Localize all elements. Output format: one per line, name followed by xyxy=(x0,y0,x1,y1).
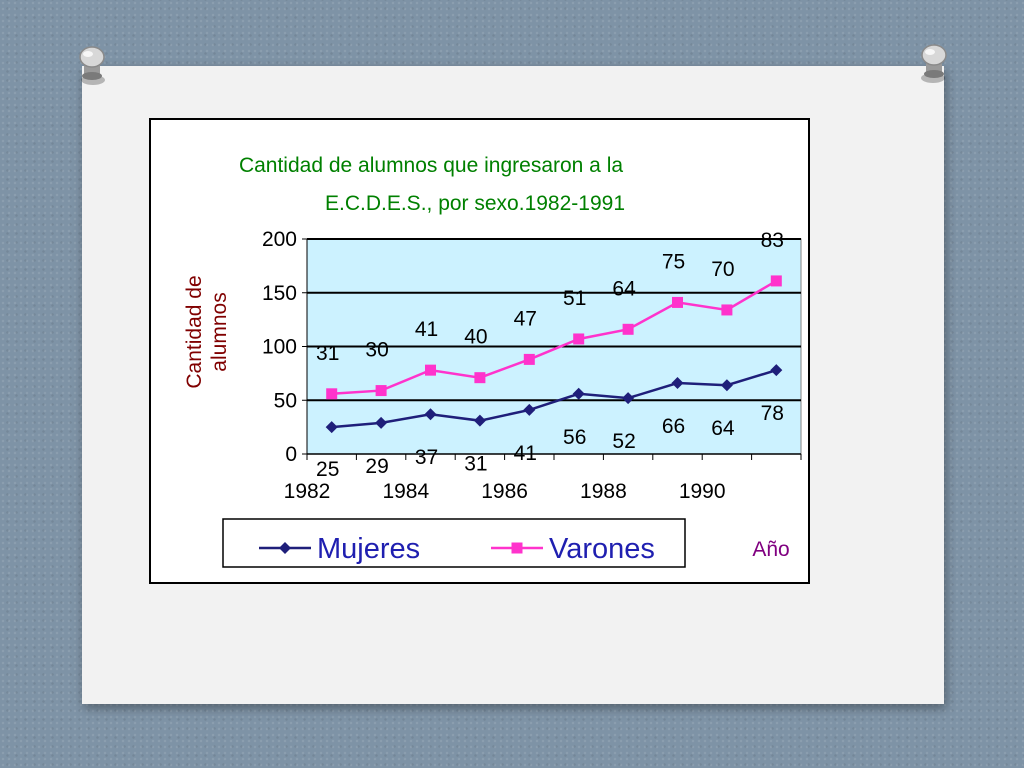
data-label-varones: 40 xyxy=(464,326,487,349)
data-point-varones xyxy=(326,388,338,400)
pushpin-left-icon xyxy=(79,46,105,85)
data-label-varones: 75 xyxy=(662,250,685,273)
data-point-mujeres xyxy=(622,392,635,405)
x-tick-label: 1982 xyxy=(284,480,331,503)
data-point-varones xyxy=(474,372,486,384)
data-label-mujeres: 56 xyxy=(563,426,586,449)
data-point-mujeres xyxy=(473,414,486,427)
data-label-varones: 64 xyxy=(612,277,636,300)
data-point-mujeres xyxy=(523,403,536,416)
y-axis-label-line-1: Cantidad de xyxy=(183,275,206,388)
data-label-varones: 41 xyxy=(415,318,438,341)
y-tick-label: 150 xyxy=(262,282,297,305)
chart-frame: Cantidad de alumnos que ingresaron a la … xyxy=(149,118,810,584)
y-tick-label: 200 xyxy=(262,228,297,251)
data-label-mujeres: 66 xyxy=(662,415,685,438)
data-label-mujeres: 37 xyxy=(415,446,438,469)
data-point-mujeres xyxy=(720,379,733,392)
data-point-varones xyxy=(622,323,634,335)
y-axis-label-line-2: alumnos xyxy=(208,292,231,371)
data-point-mujeres xyxy=(572,387,585,400)
data-point-mujeres xyxy=(325,421,338,434)
data-label-varones: 31 xyxy=(316,342,339,365)
x-tick-label: 1984 xyxy=(382,480,429,503)
data-point-varones xyxy=(375,385,387,397)
data-point-varones xyxy=(721,304,733,316)
data-point-mujeres xyxy=(424,408,437,421)
chart-title-line-1: Cantidad de alumnos que ingresaron a la xyxy=(239,154,623,177)
data-label-mujeres: 41 xyxy=(514,442,537,465)
data-label-varones: 47 xyxy=(514,307,537,330)
data-point-mujeres xyxy=(671,377,684,390)
pushpin-right-icon xyxy=(921,44,947,83)
data-label-mujeres: 78 xyxy=(761,402,784,425)
y-tick-label: 50 xyxy=(274,389,297,412)
data-point-varones xyxy=(523,353,535,365)
data-point-varones xyxy=(770,275,782,287)
series-line-varones xyxy=(331,279,777,396)
legend-marker-varones xyxy=(511,542,523,554)
data-label-mujeres: 31 xyxy=(464,453,487,476)
x-axis-label: Año xyxy=(752,538,789,561)
y-tick-label: 0 xyxy=(285,443,297,466)
line-chart: Cantidad de alumnos que ingresaron a la … xyxy=(183,154,802,568)
data-point-varones xyxy=(672,296,683,308)
data-point-varones xyxy=(573,333,585,345)
data-point-mujeres xyxy=(375,416,388,429)
legend-box xyxy=(222,518,686,568)
data-label-mujeres: 52 xyxy=(612,430,635,453)
data-point-mujeres xyxy=(770,364,783,377)
y-tick-label: 100 xyxy=(262,336,297,359)
data-label-varones: 30 xyxy=(365,339,388,362)
legend-label-mujeres: Mujeres xyxy=(317,533,420,565)
data-label-mujeres: 25 xyxy=(316,458,339,481)
x-tick-label: 1986 xyxy=(481,480,528,503)
x-tick-label: 1990 xyxy=(679,480,726,503)
data-label-varones: 83 xyxy=(761,229,784,252)
data-point-varones xyxy=(425,364,436,376)
data-label-varones: 70 xyxy=(711,258,734,281)
legend-marker-mujeres xyxy=(279,542,291,554)
data-label-mujeres: 29 xyxy=(365,455,388,478)
data-label-mujeres: 64 xyxy=(711,417,735,440)
x-tick-label: 1988 xyxy=(580,480,627,503)
data-label-varones: 51 xyxy=(563,287,586,310)
chart-title-line-2: E.C.D.E.S., por sexo.1982-1991 xyxy=(325,192,625,215)
series-line-mujeres xyxy=(331,368,777,429)
legend-label-varones: Varones xyxy=(549,533,655,565)
